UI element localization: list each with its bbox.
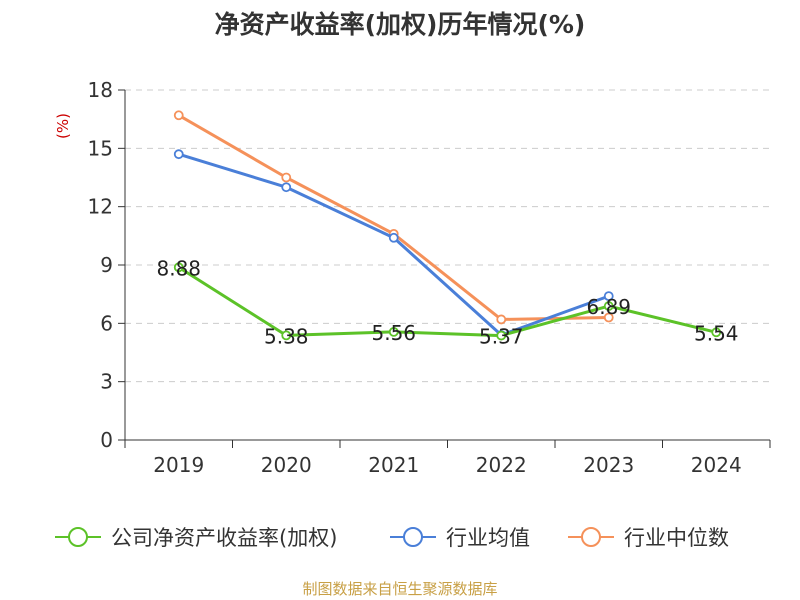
- series-2-point-2020: [281, 172, 292, 183]
- series-0-point-2021: [388, 326, 399, 337]
- series-group: [173, 110, 722, 341]
- series-1-point-2019: [173, 149, 184, 160]
- data-label-2024: 5.54: [694, 321, 739, 345]
- x-tick-label-2022: 2022: [476, 453, 527, 477]
- legend[interactable]: 公司净资产收益率(加权) 行业均值 行业中位数: [55, 526, 729, 550]
- y-tick-label-3: 3: [100, 370, 113, 394]
- x-tick-label-2023: 2023: [583, 453, 634, 477]
- series-1-point-2023: [603, 291, 614, 302]
- legend-label-0: 公司净资产收益率(加权): [111, 526, 337, 550]
- y-tick-label-9: 9: [100, 253, 113, 277]
- data-label-2020: 5.38: [264, 324, 309, 348]
- series-0-point-2020: [281, 330, 292, 341]
- grid-lines: [125, 89, 770, 383]
- y-tick-label-15: 15: [88, 136, 113, 160]
- series-line-2: [177, 113, 609, 321]
- legend-item-1[interactable]: 行业均值: [390, 526, 530, 550]
- data-label-2021: 5.56: [371, 321, 416, 345]
- y-axis-unit: (%): [54, 113, 72, 139]
- data-label-2019: 8.88: [156, 256, 201, 280]
- series-1-point-2021: [388, 232, 399, 243]
- series-2-point-2022: [496, 314, 507, 325]
- series-1-point-2020: [281, 182, 292, 193]
- axes: 0 3 6 9 12 15 18 2019 2020 2021 2022 2023 2024: [88, 78, 771, 477]
- legend-item-2[interactable]: 行业中位数: [568, 526, 729, 550]
- series-0-point-2024: [711, 327, 722, 338]
- y-tick-label-0: 0: [100, 428, 113, 452]
- series-line-0: [177, 266, 717, 338]
- legend-marker-2: [581, 527, 601, 547]
- legend-item-0[interactable]: 公司净资产收益率(加权): [55, 526, 337, 550]
- y-tick-label-18: 18: [88, 78, 113, 102]
- legend-marker-0: [68, 527, 88, 547]
- y-tick-label-12: 12: [88, 195, 113, 219]
- x-tick-label-2021: 2021: [368, 453, 419, 477]
- y-tick-label-6: 6: [100, 311, 113, 335]
- series-2-point-2023: [603, 312, 614, 323]
- legend-label-2: 行业中位数: [624, 526, 729, 550]
- series-0-point-2022: [496, 330, 507, 341]
- x-tick-label-2020: 2020: [261, 453, 312, 477]
- x-tick-label-2019: 2019: [153, 453, 204, 477]
- legend-marker-1: [403, 527, 423, 547]
- x-tick-label-2024: 2024: [691, 453, 742, 477]
- series-2-point-2019: [173, 110, 184, 121]
- data-label-2022: 5.37: [479, 325, 524, 349]
- series-0-point-2019: [173, 262, 184, 273]
- data-source-note: 制图数据来自恒生聚源数据库: [302, 580, 497, 598]
- data-labels: 8.88 5.38 5.56 5.37 6.89 5.54: [156, 256, 738, 348]
- series-0-point-2023: [603, 301, 614, 311]
- chart-title: 净资产收益率(加权)历年情况(%): [215, 10, 586, 39]
- legend-label-1: 行业均值: [446, 526, 530, 550]
- data-label-2023: 6.89: [586, 295, 631, 319]
